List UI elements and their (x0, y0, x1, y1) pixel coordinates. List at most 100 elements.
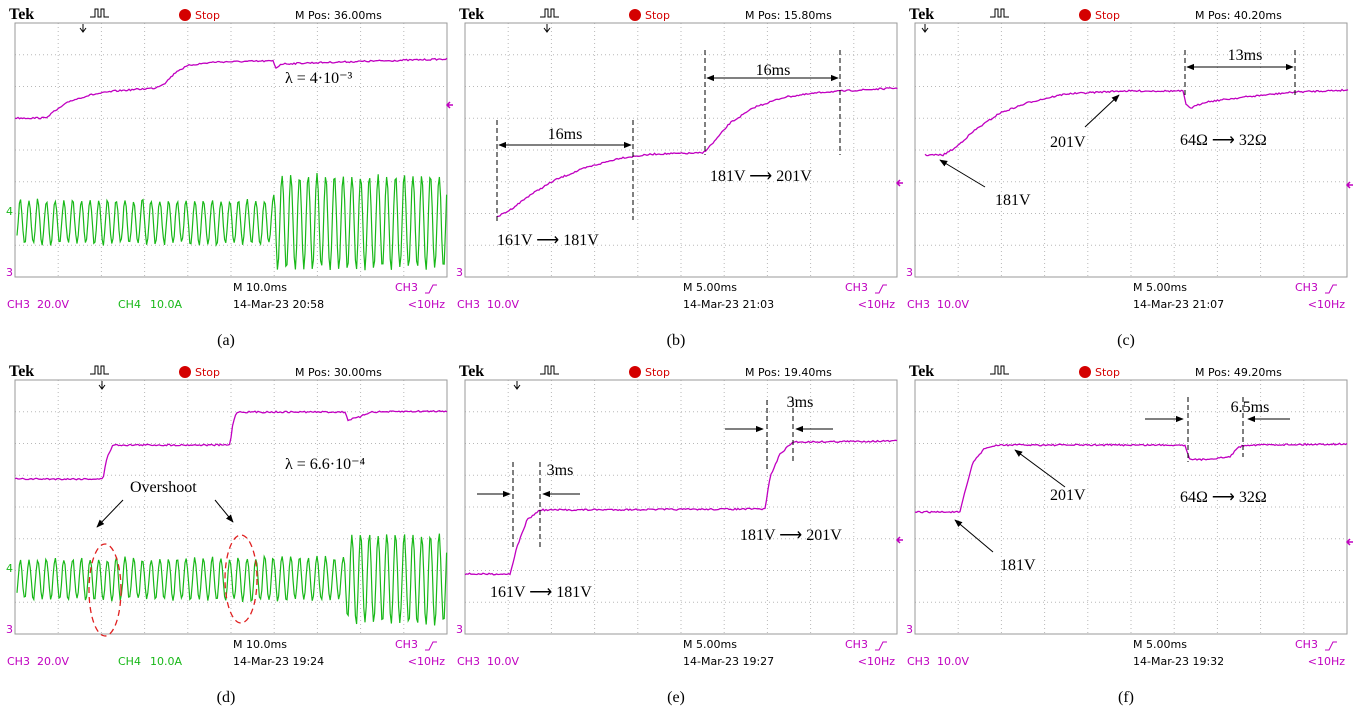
m-pos: M Pos: 30.00ms (295, 366, 382, 379)
date: 14-Mar-23 20:58 (233, 298, 324, 311)
annotation: 181V (995, 192, 1031, 209)
brand: Tek (9, 363, 34, 380)
trigger-source: CH3 (1295, 638, 1318, 651)
caption: (c) (1117, 332, 1135, 349)
ch4-marker: 4 (6, 205, 13, 218)
annotation: 64Ω ⟶ 32Ω (1180, 132, 1267, 149)
annotation: 13ms (1228, 47, 1263, 64)
brand: Tek (909, 363, 934, 380)
screen (455, 362, 898, 672)
trigger-freq: <10Hz (408, 298, 445, 311)
run-status: Stop (195, 9, 220, 22)
m-pos: M Pos: 49.20ms (1195, 366, 1282, 379)
ch4-label: CH4 (118, 298, 141, 311)
ch4-marker: 4 (6, 562, 13, 575)
stop-icon (179, 366, 191, 378)
scope-panel: Tek Stop M Pos: 49.20ms 3 6.5ms 201V 181V 64Ω ⟶… (905, 362, 1353, 672)
trigger-freq: <10Hz (858, 655, 895, 668)
ch3-marker: 3 (906, 623, 913, 636)
timebase: M 5.00ms (1133, 281, 1187, 294)
annotation: λ = 6.6·10⁻⁴ (285, 456, 366, 473)
screen (905, 5, 1348, 315)
stop-icon (1079, 366, 1091, 378)
annotation: 201V (1050, 134, 1086, 151)
m-pos: M Pos: 19.40ms (745, 366, 832, 379)
annotation: 181V (1000, 557, 1036, 574)
ch3-label: CH3 (7, 298, 30, 311)
ch3-label: CH3 (7, 655, 30, 668)
scope-panel: Tek Stop M Pos: 30.00ms 3 4 λ = 6.6·10⁻⁴ Overs… (5, 362, 448, 672)
ch3-scale: 20.0V (37, 298, 69, 311)
run-status: Stop (645, 9, 670, 22)
ch4-scale: 10.0A (150, 655, 182, 668)
caption: (f) (1118, 689, 1134, 706)
date: 14-Mar-23 19:27 (683, 655, 774, 668)
annotation: 64Ω ⟶ 32Ω (1180, 489, 1267, 506)
timebase: M 10.0ms (233, 638, 287, 651)
annotation: 3ms (547, 462, 574, 479)
timebase: M 5.00ms (1133, 638, 1187, 651)
date: 14-Mar-23 19:24 (233, 655, 324, 668)
stop-icon (179, 9, 191, 21)
trigger-freq: <10Hz (1308, 655, 1345, 668)
annotation: Overshoot (130, 479, 197, 496)
ch3-label: CH3 (907, 298, 930, 311)
annotation: 161V ⟶ 181V (490, 584, 592, 601)
annotation: 181V ⟶ 201V (740, 527, 842, 544)
brand: Tek (459, 6, 484, 23)
annotation: 6.5ms (1231, 399, 1270, 416)
annotation: 181V ⟶ 201V (710, 168, 812, 185)
trigger-source: CH3 (1295, 281, 1318, 294)
timebase: M 5.00ms (683, 638, 737, 651)
ch3-marker: 3 (6, 266, 13, 279)
stop-icon (1079, 9, 1091, 21)
screen (455, 5, 898, 315)
ch3-scale: 10.0V (937, 298, 969, 311)
brand: Tek (459, 363, 484, 380)
ch3-marker: 3 (6, 623, 13, 636)
ch3-scale: 10.0V (487, 655, 519, 668)
ch3-scale: 20.0V (37, 655, 69, 668)
caption: (d) (217, 689, 236, 706)
trigger-freq: <10Hz (1308, 298, 1345, 311)
date: 14-Mar-23 21:03 (683, 298, 774, 311)
m-pos: M Pos: 15.80ms (745, 9, 832, 22)
trigger-source: CH3 (845, 281, 868, 294)
ch3-label: CH3 (907, 655, 930, 668)
run-status: Stop (1095, 9, 1120, 22)
ch4-label: CH4 (118, 655, 141, 668)
run-status: Stop (1095, 366, 1120, 379)
run-status: Stop (195, 366, 220, 379)
screen (5, 5, 448, 315)
timebase: M 5.00ms (683, 281, 737, 294)
trigger-freq: <10Hz (408, 655, 445, 668)
ch3-marker: 3 (906, 266, 913, 279)
date: 14-Mar-23 21:07 (1133, 298, 1224, 311)
brand: Tek (909, 6, 934, 23)
ch3-label: CH3 (457, 655, 480, 668)
screen (5, 362, 448, 672)
brand: Tek (9, 6, 34, 23)
stop-icon (629, 9, 641, 21)
figure: TekStopM Pos: 36.00ms34λ = 4·10⁻³M 10.0m… (0, 0, 1357, 715)
annotation: 161V ⟶ 181V (497, 232, 599, 249)
annotation: 201V (1050, 487, 1086, 504)
run-status: Stop (645, 366, 670, 379)
trigger-source: CH3 (395, 638, 418, 651)
date: 14-Mar-23 19:32 (1133, 655, 1224, 668)
caption: (a) (217, 332, 235, 349)
annotation: 16ms (548, 126, 583, 143)
ch3-scale: 10.0V (487, 298, 519, 311)
trigger-source: CH3 (395, 281, 418, 294)
timebase: M 10.0ms (233, 281, 287, 294)
caption: (e) (667, 689, 685, 706)
ch3-marker: 3 (456, 623, 463, 636)
ch4-scale: 10.0A (150, 298, 182, 311)
screen (905, 362, 1348, 672)
scope-panel: TekStopM Pos: 40.20ms313ms201V181V64Ω ⟶ … (905, 5, 1353, 315)
trigger-freq: <10Hz (858, 298, 895, 311)
stop-icon (629, 366, 641, 378)
